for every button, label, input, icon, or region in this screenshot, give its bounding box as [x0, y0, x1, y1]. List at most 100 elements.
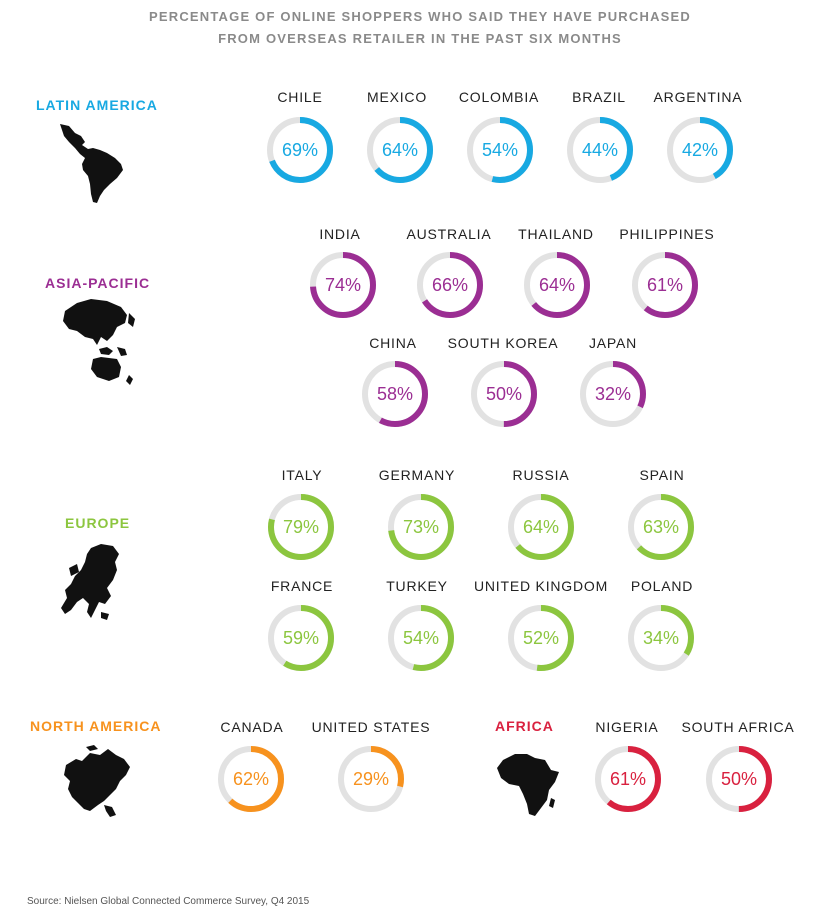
donut-value-arc [362, 361, 428, 427]
country-label: ARGENTINA [653, 89, 743, 105]
country-label: INDIA [319, 226, 361, 242]
donut-chart: 32% [578, 359, 648, 429]
country-label: FRANCE [270, 578, 334, 594]
donut-chart: 34% [626, 603, 696, 673]
africa-map-icon [497, 754, 559, 816]
country-label: BRAZIL [572, 89, 626, 105]
donut-value-label: 66% [431, 275, 469, 295]
donut-value-label: 32% [594, 384, 632, 404]
country-label: TURKEY [386, 578, 448, 594]
donut-ring [508, 494, 574, 560]
donut-value-arc [388, 605, 454, 671]
donut-ring [580, 361, 646, 427]
donut-value-arc [467, 117, 533, 183]
donut-chart: 50% [469, 359, 539, 429]
donut-value-arc [706, 746, 772, 812]
donut-ring [628, 605, 694, 671]
donut-value-arc [580, 361, 646, 427]
donut-ring [508, 605, 574, 671]
donut-value-label: 61% [646, 275, 684, 295]
source-note: Source: Nielsen Global Connected Commerc… [27, 896, 310, 907]
donut-value-label: 29% [352, 769, 390, 789]
donut-ring [706, 746, 772, 812]
asia-pacific-map-icon [63, 299, 135, 385]
country-label: CHINA [369, 335, 417, 351]
donut-ring [628, 494, 694, 560]
donut-value-label: 34% [642, 628, 680, 648]
donut-value-arc [508, 494, 574, 560]
country-label: ITALY [281, 467, 323, 483]
donut-ring [388, 494, 454, 560]
donut-value-label: 79% [282, 517, 320, 537]
region-label-africa: AFRICA [495, 718, 554, 734]
donut-value-arc [628, 605, 694, 671]
donut-value-label: 69% [281, 140, 319, 160]
donut-value-arc [595, 746, 661, 812]
donut-value-arc [471, 361, 537, 427]
donut-chart: 69% [265, 115, 335, 185]
donut-value-arc [508, 605, 574, 671]
donut-ring [524, 252, 590, 318]
donut-ring [362, 361, 428, 427]
donut-value-arc [310, 252, 376, 318]
donut-chart: 52% [506, 603, 576, 673]
donut-value-arc [632, 252, 698, 318]
donut-chart: 66% [415, 250, 485, 320]
donut-chart: 44% [565, 115, 635, 185]
donut-value-arc [218, 746, 284, 812]
country-label: UNITED STATES [311, 719, 431, 735]
donut-ring [218, 746, 284, 812]
country-label: RUSSIA [512, 467, 570, 483]
donut-chart: 73% [386, 492, 456, 562]
country-label: SPAIN [639, 467, 685, 483]
donut-ring [417, 252, 483, 318]
donut-value-label: 63% [642, 517, 680, 537]
country-label: POLAND [630, 578, 694, 594]
donut-chart: 64% [522, 250, 592, 320]
country-label: PHILIPPINES [619, 226, 715, 242]
donut-value-label: 50% [720, 769, 758, 789]
region-label-latin-america: LATIN AMERICA [36, 97, 158, 113]
donut-value-label: 54% [402, 628, 440, 648]
country-label: CANADA [220, 719, 284, 735]
donut-value-label: 59% [282, 628, 320, 648]
donut-ring [467, 117, 533, 183]
donut-value-arc [567, 117, 633, 183]
donut-ring [471, 361, 537, 427]
donut-value-arc [417, 252, 483, 318]
country-label: CHILE [277, 89, 323, 105]
donut-ring [268, 494, 334, 560]
donut-value-label: 58% [376, 384, 414, 404]
donut-chart: 64% [506, 492, 576, 562]
donut-ring [595, 746, 661, 812]
chart-title-line-2: FROM OVERSEAS RETAILER IN THE PAST SIX M… [218, 31, 622, 46]
north-america-map-icon [64, 745, 130, 817]
region-label-europe: EUROPE [65, 515, 131, 531]
donut-chart: 64% [365, 115, 435, 185]
donut-chart: 54% [465, 115, 535, 185]
country-label: GERMANY [378, 467, 456, 483]
donut-value-arc [338, 746, 404, 812]
donut-chart: 62% [216, 744, 286, 814]
country-label: AUSTRALIA [406, 226, 492, 242]
region-label-north-america: NORTH AMERICA [30, 718, 162, 734]
country-label: THAILAND [518, 226, 594, 242]
donut-value-label: 64% [522, 517, 560, 537]
donut-ring [632, 252, 698, 318]
donut-value-label: 54% [481, 140, 519, 160]
donut-ring [267, 117, 333, 183]
donut-chart: 58% [360, 359, 430, 429]
donut-value-arc [268, 494, 334, 560]
donut-value-label: 62% [232, 769, 270, 789]
donut-value-arc [267, 117, 333, 183]
chart-title: PERCENTAGE OF ONLINE SHOPPERS WHO SAID T… [0, 6, 840, 50]
donut-chart: 50% [704, 744, 774, 814]
donut-ring [367, 117, 433, 183]
donut-value-label: 44% [581, 140, 619, 160]
donut-chart: 61% [630, 250, 700, 320]
donut-value-arc [268, 605, 334, 671]
donut-value-label: 74% [324, 275, 362, 295]
donut-chart: 54% [386, 603, 456, 673]
donut-chart: 79% [266, 492, 336, 562]
donut-value-label: 64% [538, 275, 576, 295]
